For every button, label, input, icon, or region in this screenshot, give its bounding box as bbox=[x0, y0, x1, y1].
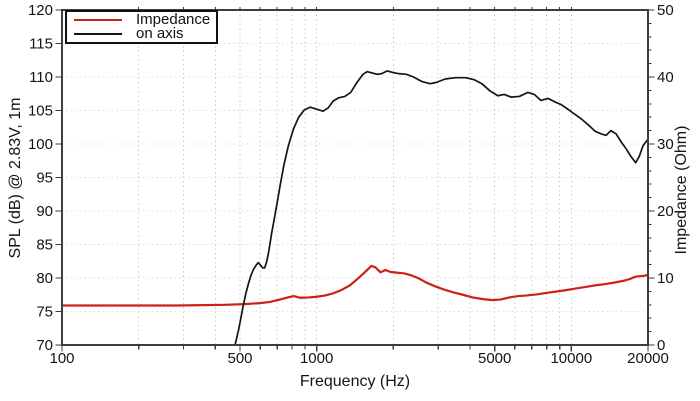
svg-text:20000: 20000 bbox=[627, 350, 669, 367]
right-axis-label: Impedance (Ohm) bbox=[673, 125, 690, 255]
right-tick-labels: 0 10 20 30 40 50 bbox=[657, 2, 674, 354]
svg-text:120: 120 bbox=[28, 2, 53, 19]
svg-text:70: 70 bbox=[36, 337, 53, 354]
legend-item-on-axis: on axis bbox=[67, 25, 216, 43]
svg-text:10: 10 bbox=[657, 270, 674, 287]
x-axis-label: Frequency (Hz) bbox=[299, 373, 411, 390]
svg-text:100: 100 bbox=[49, 350, 74, 367]
left-tick-labels: 70 75 80 85 90 95 100 105 110 115 120 bbox=[28, 2, 53, 354]
legend-item-impedance: Impedance bbox=[67, 10, 216, 28]
svg-text:50: 50 bbox=[657, 2, 674, 19]
legend: Impedance on axis bbox=[65, 10, 218, 44]
legend-line-on-axis-icon bbox=[74, 33, 122, 36]
svg-text:500: 500 bbox=[227, 350, 252, 367]
svg-text:1000: 1000 bbox=[300, 350, 333, 367]
svg-text:40: 40 bbox=[657, 69, 674, 86]
svg-text:5000: 5000 bbox=[478, 350, 511, 367]
x-tick-labels: 100 500 1000 5000 10000 20000 bbox=[49, 350, 668, 367]
svg-text:85: 85 bbox=[36, 237, 53, 254]
legend-label-impedance: Impedance bbox=[136, 10, 211, 28]
svg-text:20: 20 bbox=[657, 203, 674, 220]
svg-text:110: 110 bbox=[29, 69, 53, 86]
legend-label-on-axis: on axis bbox=[136, 25, 184, 43]
legend-line-impedance-icon bbox=[74, 18, 122, 21]
svg-text:100: 100 bbox=[28, 136, 53, 153]
svg-text:0: 0 bbox=[657, 337, 665, 354]
svg-text:75: 75 bbox=[36, 304, 53, 321]
svg-text:95: 95 bbox=[36, 170, 53, 187]
svg-text:115: 115 bbox=[29, 36, 53, 53]
series-impedance bbox=[60, 264, 650, 307]
svg-text:90: 90 bbox=[36, 203, 53, 220]
svg-text:30: 30 bbox=[657, 136, 674, 153]
svg-text:105: 105 bbox=[28, 103, 53, 120]
svg-text:80: 80 bbox=[36, 270, 53, 287]
svg-text:10000: 10000 bbox=[550, 350, 592, 367]
series-on-axis bbox=[234, 70, 649, 346]
axis-ticks bbox=[55, 7, 655, 352]
left-axis-label: SPL (dB) @ 2.83V, 1m bbox=[7, 97, 24, 259]
gridlines bbox=[62, 10, 648, 345]
